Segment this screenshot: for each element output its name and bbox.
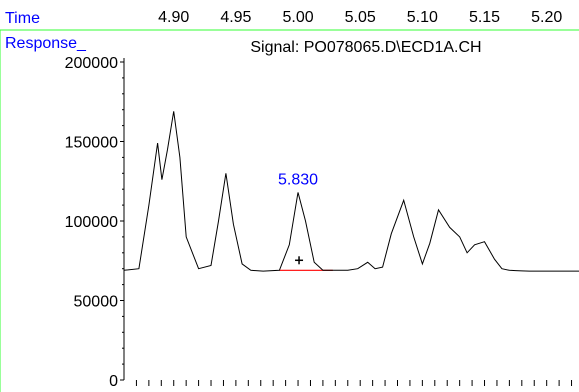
y-tick-label: 100000 (65, 214, 118, 231)
y-axis: 0 50000 100000 150000 200000 (65, 55, 125, 390)
time-tick-label: 5.10 (407, 9, 438, 26)
signal-trace (123, 111, 579, 272)
time-tick-label: 5.15 (469, 9, 500, 26)
time-tick-label: 5.00 (282, 9, 313, 26)
chart-title: Signal: PO078065.D\ECD1A.CH (250, 39, 481, 56)
time-tick-label: 5.20 (531, 9, 562, 26)
time-axis-label: Time (5, 10, 40, 27)
y-tick-label: 200000 (65, 55, 118, 72)
peak-annotations: 5.830 (278, 171, 318, 265)
time-tick-label: 5.05 (345, 9, 376, 26)
peak-retention-label: 5.830 (278, 171, 318, 188)
x-axis-minor-ticks (135, 380, 573, 386)
time-tick-label: 4.95 (220, 9, 251, 26)
time-tick-label: 4.90 (158, 9, 189, 26)
y-tick-label: 0 (109, 373, 118, 390)
y-tick-label: 150000 (65, 135, 118, 152)
time-tick-labels: 4.90 4.95 5.00 5.05 5.10 5.15 5.20 (158, 9, 562, 26)
y-axis-label: Response_ (5, 35, 87, 52)
y-tick-label: 50000 (74, 294, 119, 311)
